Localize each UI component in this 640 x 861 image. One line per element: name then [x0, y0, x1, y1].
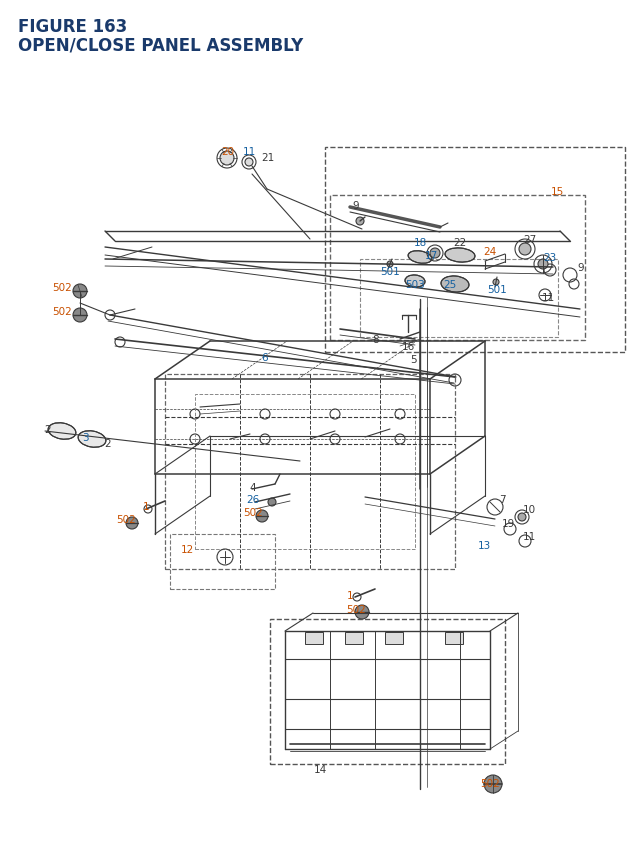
Circle shape	[220, 152, 234, 166]
Text: 14: 14	[314, 764, 326, 774]
Text: 26: 26	[246, 494, 260, 505]
Circle shape	[268, 499, 276, 506]
Text: 502: 502	[52, 307, 72, 317]
Ellipse shape	[441, 276, 469, 293]
Text: 27: 27	[524, 235, 536, 245]
Bar	[445, 632, 463, 644]
Circle shape	[430, 249, 440, 258]
Text: 5: 5	[410, 355, 416, 364]
Text: 7: 7	[499, 494, 506, 505]
Ellipse shape	[408, 251, 432, 264]
Text: 502: 502	[52, 282, 72, 293]
Text: 13: 13	[477, 541, 491, 550]
Text: 502: 502	[116, 514, 136, 524]
Circle shape	[538, 260, 548, 269]
Circle shape	[245, 158, 253, 167]
Text: 1: 1	[347, 591, 353, 600]
Bar	[165, 375, 455, 569]
Text: 502: 502	[346, 604, 366, 614]
Circle shape	[519, 244, 531, 256]
Text: 1: 1	[143, 501, 149, 511]
Text: FIGURE 163: FIGURE 163	[18, 18, 127, 36]
Bar	[170, 535, 275, 589]
Text: 4: 4	[250, 482, 256, 492]
Text: 6: 6	[262, 353, 268, 362]
Text: 9: 9	[353, 201, 359, 211]
Circle shape	[356, 218, 364, 226]
Text: 2: 2	[105, 438, 111, 449]
Text: 503: 503	[405, 280, 425, 289]
Text: 23: 23	[543, 253, 557, 263]
Circle shape	[256, 511, 268, 523]
Bar	[385, 632, 403, 644]
Circle shape	[387, 262, 393, 268]
Text: 17: 17	[424, 251, 438, 261]
Ellipse shape	[445, 249, 475, 263]
Circle shape	[73, 285, 87, 299]
Text: 15: 15	[550, 187, 564, 197]
Text: 22: 22	[453, 238, 467, 248]
Text: 16: 16	[401, 342, 415, 351]
Text: 24: 24	[483, 247, 497, 257]
Text: 501: 501	[380, 267, 400, 276]
Bar	[330, 195, 585, 341]
Ellipse shape	[78, 431, 106, 448]
Text: 8: 8	[372, 335, 380, 344]
Text: 502: 502	[243, 507, 263, 517]
Circle shape	[126, 517, 138, 530]
Text: 20: 20	[221, 147, 235, 157]
Text: 3: 3	[82, 432, 88, 443]
Bar	[345, 632, 363, 644]
Text: 2: 2	[45, 424, 51, 435]
Bar	[195, 394, 415, 549]
Text: 18: 18	[413, 238, 427, 248]
Circle shape	[518, 513, 526, 522]
Text: 9: 9	[578, 263, 584, 273]
Ellipse shape	[48, 424, 76, 440]
Text: 11: 11	[522, 531, 536, 542]
Text: 12: 12	[180, 544, 194, 554]
Ellipse shape	[405, 276, 425, 288]
Text: OPEN/CLOSE PANEL ASSEMBLY: OPEN/CLOSE PANEL ASSEMBLY	[18, 36, 303, 54]
Circle shape	[73, 308, 87, 323]
Text: 19: 19	[501, 518, 515, 529]
Text: 501: 501	[487, 285, 507, 294]
Bar	[270, 619, 505, 764]
Circle shape	[484, 775, 502, 793]
Bar	[325, 148, 625, 353]
Text: 10: 10	[522, 505, 536, 514]
Text: 11: 11	[243, 147, 255, 157]
Text: 11: 11	[541, 293, 555, 303]
Text: 21: 21	[261, 152, 275, 163]
Circle shape	[493, 280, 499, 286]
Bar	[360, 260, 558, 338]
Circle shape	[355, 605, 369, 619]
Bar	[305, 632, 323, 644]
Text: 25: 25	[444, 280, 456, 289]
Text: 502: 502	[480, 778, 500, 788]
